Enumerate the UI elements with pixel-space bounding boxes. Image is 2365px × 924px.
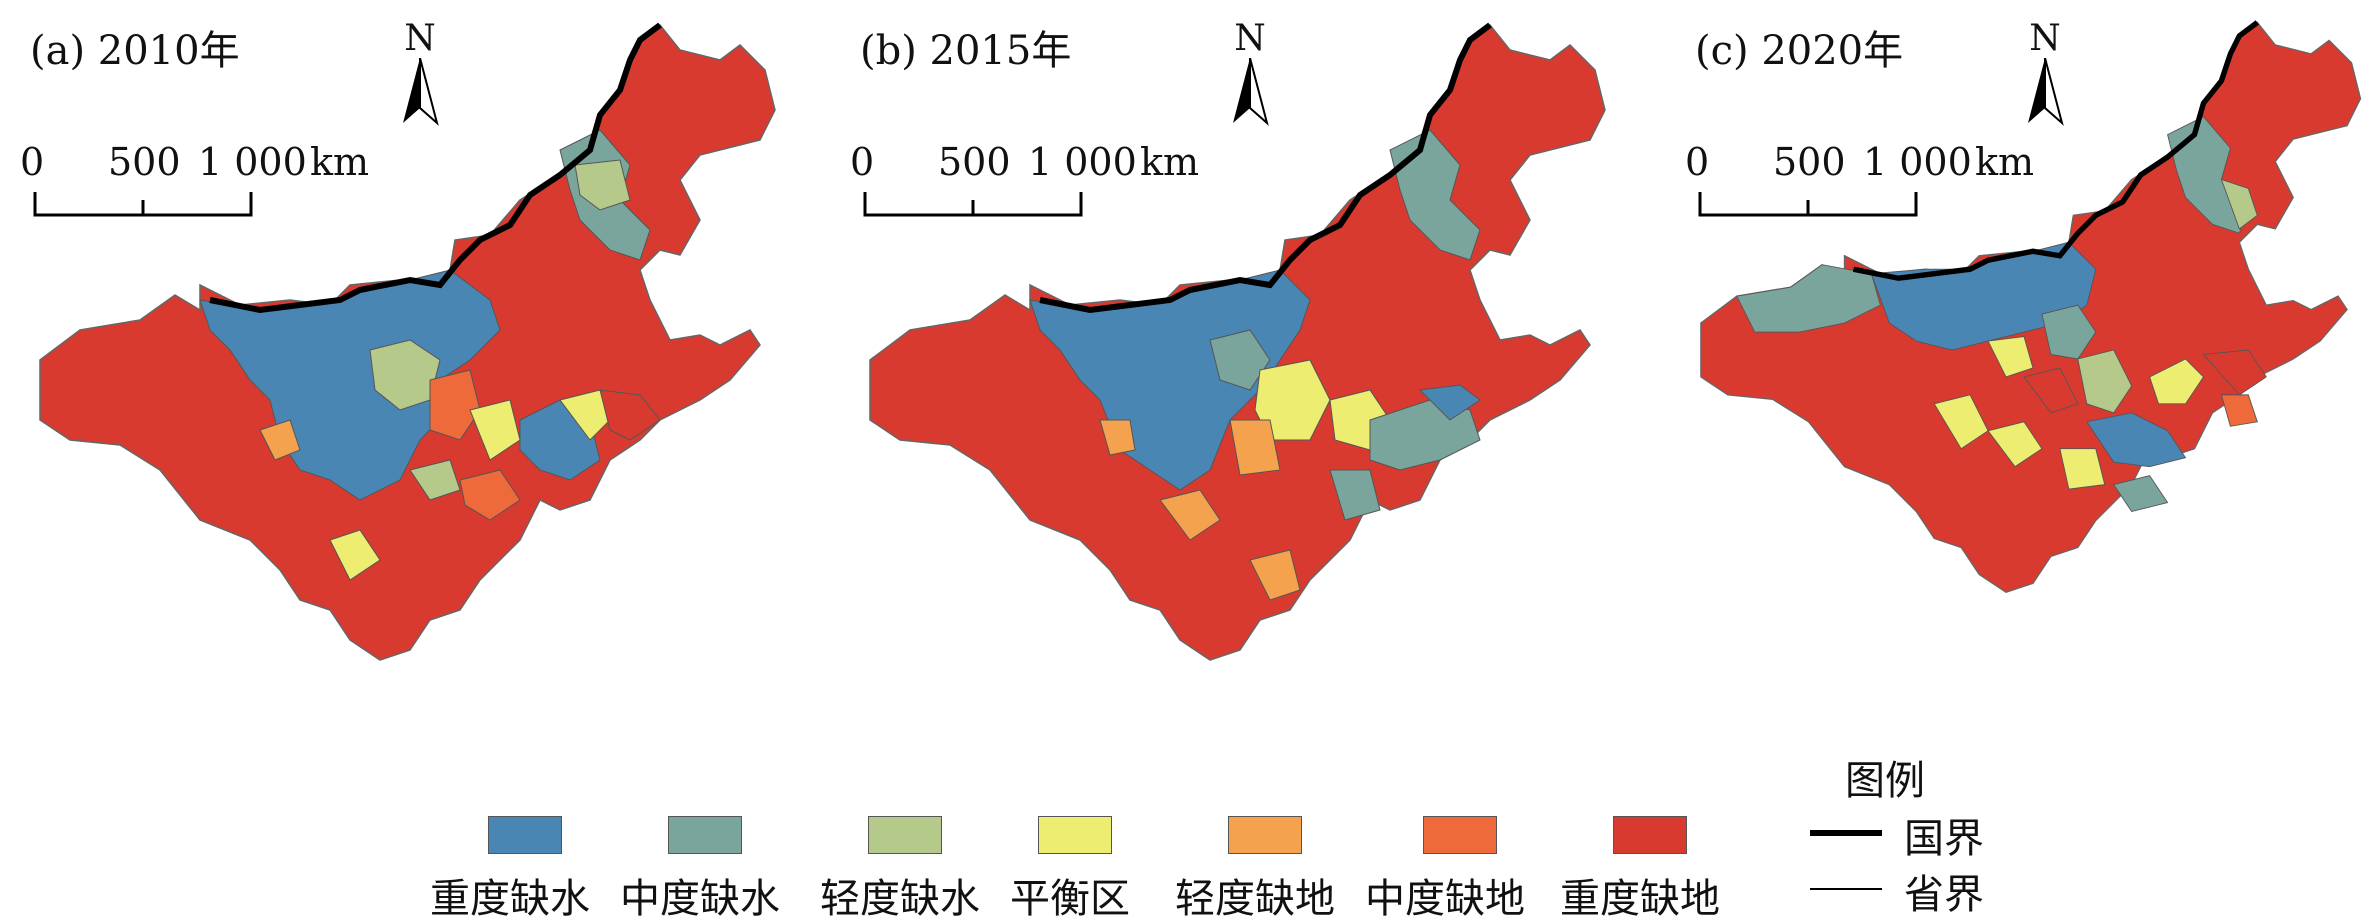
scale-bar: 0 500 1 000 km [850,140,1199,220]
scale-tick-0: 0 [1685,140,1710,184]
scale-tick-0: 0 [20,140,45,184]
map-panel-a: (a) 2010年 N 0 500 1 000 km [0,0,780,720]
map-c [1700,0,2362,593]
scale-bar-line [863,192,1083,217]
provincial-boundary-label: 省界 [1904,872,1984,918]
legend-swatch-severe-land [1613,816,1687,854]
scale-tick-500: 500 [1773,140,1846,184]
north-arrow: N [2020,18,2070,128]
legend-swatch-severe-water [488,816,562,854]
scale-unit: km [1975,140,2035,184]
north-arrow: N [1225,18,1275,128]
north-arrow-icon [2028,58,2064,126]
map-key-title: 图例 [1845,758,1925,804]
scale-tick-1000: 1 000 [1028,140,1137,184]
north-letter: N [1234,18,1266,59]
scale-tick-0: 0 [850,140,875,184]
legend-label-moderate-water: 中度缺水 [620,876,780,922]
legend-label-mild-land: 轻度缺地 [1175,876,1335,922]
legend-swatch-moderate-water [668,816,742,854]
scale-tick-1000: 1 000 [198,140,307,184]
scale-bar: 0 500 1 000 km [20,140,369,220]
scale-tick-1000: 1 000 [1863,140,1972,184]
scale-tick-500: 500 [938,140,1011,184]
provincial-boundary-symbol [1810,888,1882,890]
map-panel-c: (c) 2020年 N 0 500 1 000 km [1665,0,2365,720]
national-boundary-label: 国界 [1904,816,1984,862]
legend-label-mild-water: 轻度缺水 [820,876,980,922]
legend-swatch-balance [1038,816,1112,854]
scale-unit: km [1140,140,1200,184]
north-arrow-icon [403,58,439,126]
map-a [39,0,776,661]
legend-label-severe-land: 重度缺地 [1560,876,1720,922]
legend-swatch-mild-water [868,816,942,854]
north-letter: N [404,18,436,59]
panel-title: (b) 2015年 [860,28,1072,74]
panel-title: (c) 2020年 [1695,28,1904,74]
panel-title: (a) 2010年 [30,28,240,74]
legend-swatch-moderate-land [1423,816,1497,854]
map-b [869,0,1606,661]
legend-label-balance: 平衡区 [1010,876,1130,922]
scale-bar: 0 500 1 000 km [1685,140,2034,220]
north-arrow-icon [1233,58,1269,126]
scale-unit: km [310,140,370,184]
national-boundary-symbol [1810,830,1882,836]
legend-label-moderate-land: 中度缺地 [1365,876,1525,922]
scale-tick-500: 500 [108,140,181,184]
scale-bar-line [33,192,253,217]
legend-swatch-mild-land [1228,816,1302,854]
map-panel-b: (b) 2015年 N 0 500 1 000 km [830,0,1610,720]
scale-bar-line [1698,192,1918,217]
north-arrow: N [395,18,445,128]
north-letter: N [2029,18,2061,59]
legend-label-severe-water: 重度缺水 [430,876,590,922]
